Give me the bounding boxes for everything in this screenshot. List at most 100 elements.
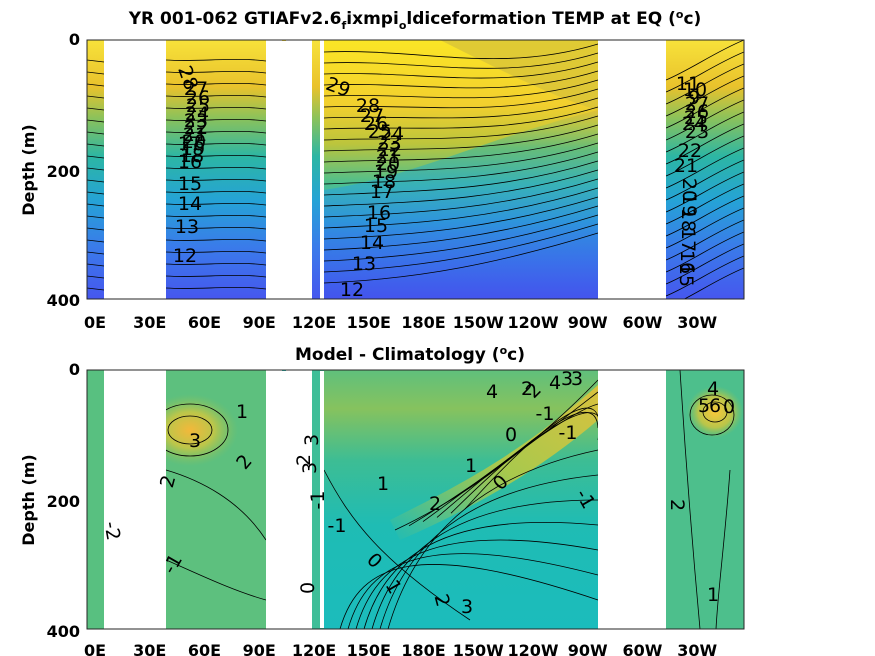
x-tick-label: 90W: [568, 313, 608, 332]
contour-label: 18: [180, 145, 204, 167]
contour-label: 13: [175, 216, 199, 238]
bottom-title-sup: o: [500, 344, 508, 357]
contour-label: 23: [377, 132, 401, 154]
bottom-gap-america: [598, 371, 658, 628]
top-field-indian: [166, 40, 266, 299]
top-contour-line: [323, 106, 599, 130]
x-tick-label: 150E: [347, 313, 391, 332]
contour-label: 2: [666, 499, 688, 511]
top-contour-line: [323, 232, 599, 284]
bottom-ytick: 200: [47, 492, 80, 511]
top-contour-line: [323, 160, 599, 196]
top-contour-line: [665, 159, 744, 201]
contour-label: 19: [181, 138, 205, 160]
contour-label: 24: [185, 103, 209, 125]
top-field-pacific-deep: [324, 110, 598, 299]
contour-label: 2: [429, 493, 441, 515]
contour-label: 20: [376, 153, 400, 175]
contour-label: 3: [301, 434, 323, 446]
top-contour-line: [323, 70, 599, 89]
bottom-contour-line: [355, 539, 599, 629]
top-title-part: ixmpi: [346, 9, 399, 29]
bottom-gap-maritime: [266, 371, 312, 628]
top-contour-line: [665, 123, 744, 165]
contour-label: 3: [189, 430, 201, 452]
top-contour-line: [665, 231, 744, 273]
bottom-contour-line: [679, 370, 701, 629]
top-title-part: YR 001-062 GTIAFv2.6: [128, 9, 342, 29]
contour-label: 2: [430, 592, 454, 609]
top-contour-line: [165, 71, 267, 74]
top-contour-line: [323, 52, 599, 69]
x-tick-label: 180E: [401, 313, 445, 332]
top-contour-line: [323, 214, 599, 262]
x-tick-label: 60E: [188, 641, 221, 656]
contour-label: -1: [328, 515, 347, 537]
contour-label: 24: [380, 123, 404, 145]
top-contour-line: [323, 79, 599, 99]
contour-label: 17: [677, 228, 699, 252]
top-field-strait: [312, 40, 320, 299]
bottom-contour-line: [323, 469, 471, 621]
contour-label: -1: [559, 422, 578, 444]
top-contour-line: [87, 263, 105, 267]
top-contour-line: [87, 83, 105, 87]
top-contour-line: [665, 195, 744, 237]
bottom-contour-line: [715, 469, 731, 629]
top-gap-america: [598, 41, 666, 298]
top-contour-line: [165, 155, 267, 158]
contour-label: 26: [364, 113, 388, 135]
bottom-ytick: 400: [47, 622, 80, 641]
top-contour-line: [87, 71, 105, 75]
contour-label: 3: [571, 368, 583, 390]
contour-label: 14: [360, 232, 384, 254]
top-contour-line: [665, 219, 744, 261]
contour-label: 18: [372, 171, 396, 193]
contour-label: 14: [178, 193, 202, 215]
top-contour-line: [323, 196, 599, 240]
top-contour-line: [323, 187, 599, 229]
contour-label: 9: [688, 87, 700, 109]
bottom-title: Model - Climatology (oc): [295, 344, 525, 365]
top-contour-line: [323, 133, 599, 163]
top-contours: [87, 40, 744, 299]
x-tick-label: 60W: [623, 641, 663, 656]
contour-label: 28: [356, 95, 380, 117]
top-title-sup: o: [676, 8, 684, 21]
top-contour-line: [323, 205, 599, 251]
top-contour-line: [323, 43, 599, 60]
top-contour-line: [165, 179, 267, 182]
contour-label: 0: [505, 424, 517, 446]
x-tick-label: 30W: [677, 641, 717, 656]
bottom-contour-line: [347, 553, 599, 629]
top-contour-labels: 2827262524232221201918171615141312292827…: [173, 63, 709, 301]
top-contour-line: [87, 95, 105, 99]
bottom-contour-line: [450, 411, 599, 514]
top-contour-line: [323, 124, 599, 152]
x-tick-label: 0E: [84, 641, 106, 656]
contour-label: 13: [352, 253, 376, 275]
contour-label: 5: [698, 395, 710, 417]
contour-label: 22: [378, 139, 402, 161]
top-ytick: 0: [69, 30, 80, 49]
contour-label: 2: [156, 473, 180, 490]
top-contour-line: [665, 207, 744, 249]
contour-label: 10: [683, 79, 707, 101]
top-contour-line: [165, 143, 267, 146]
contour-label: 20: [678, 178, 700, 202]
top-ytick: 200: [47, 162, 80, 181]
contour-label: 15: [675, 263, 697, 287]
contour-label: 1: [377, 473, 389, 495]
contour-label: 3: [461, 596, 473, 618]
contour-label: 12: [173, 245, 197, 267]
top-contour-line: [665, 75, 744, 117]
bottom-contours: [151, 370, 735, 629]
contour-label: 25: [186, 95, 210, 117]
top-ytick: 400: [47, 291, 80, 310]
top-contour-line: [665, 51, 744, 93]
contour-label: 2: [521, 378, 533, 400]
top-gap-africa: [104, 41, 166, 298]
top-contour-line: [165, 107, 267, 110]
top-gap-maritime: [320, 41, 324, 298]
